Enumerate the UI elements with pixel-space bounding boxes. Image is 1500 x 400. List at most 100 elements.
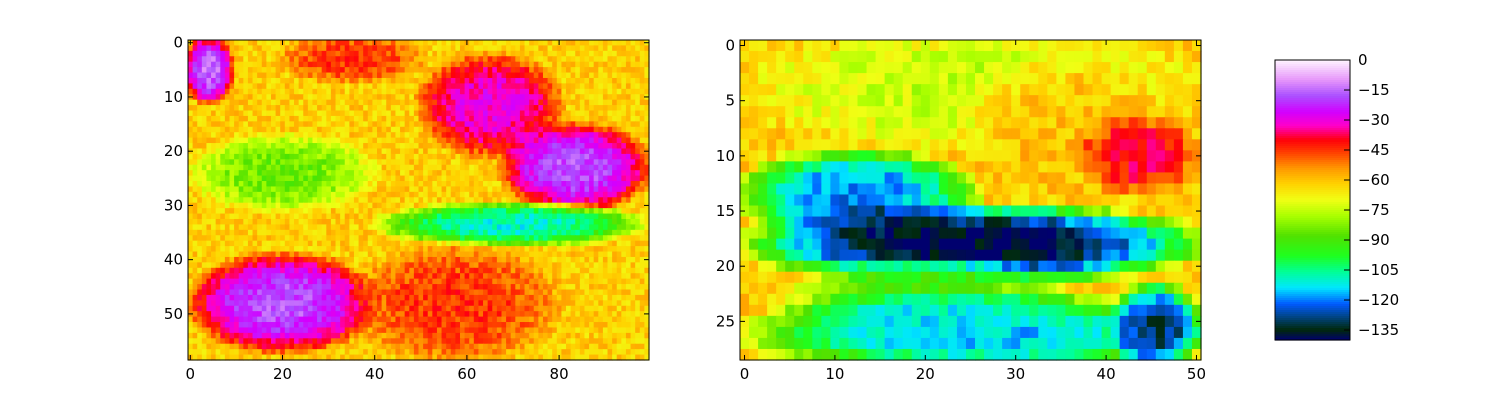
left-cell bbox=[459, 208, 466, 215]
left-cell bbox=[275, 115, 281, 122]
left-cell bbox=[372, 105, 378, 112]
left-cell bbox=[307, 170, 314, 177]
left-cell bbox=[418, 267, 424, 274]
left-cell bbox=[635, 40, 641, 47]
left-cell bbox=[621, 181, 627, 188]
left-cell bbox=[215, 88, 221, 95]
left-cell bbox=[220, 45, 226, 52]
left-cell bbox=[616, 61, 622, 68]
left-cell bbox=[556, 115, 563, 122]
left-cell bbox=[441, 40, 447, 47]
left-cell bbox=[270, 235, 277, 242]
left-cell bbox=[215, 213, 221, 220]
left-cell bbox=[344, 278, 350, 285]
left-cell bbox=[519, 246, 526, 253]
left-cell bbox=[349, 202, 355, 209]
left-cell bbox=[220, 164, 226, 171]
left-cell bbox=[261, 256, 267, 263]
left-cell bbox=[206, 191, 212, 198]
left-cell bbox=[616, 94, 622, 101]
left-cell bbox=[446, 229, 452, 236]
left-cell bbox=[455, 224, 461, 231]
left-cell bbox=[501, 218, 507, 225]
left-cell bbox=[602, 251, 609, 258]
left-cell bbox=[552, 246, 558, 253]
left-cell bbox=[483, 229, 489, 236]
left-cell bbox=[593, 186, 599, 193]
left-cell bbox=[284, 67, 291, 74]
left-cell bbox=[436, 235, 443, 242]
left-cell bbox=[630, 110, 636, 117]
left-cell bbox=[538, 186, 544, 193]
left-cell bbox=[492, 159, 498, 166]
left-cell bbox=[625, 88, 632, 95]
left-cell bbox=[584, 50, 590, 57]
left-cell bbox=[538, 153, 544, 160]
left-cell bbox=[593, 294, 599, 301]
left-cell bbox=[538, 246, 544, 253]
left-cell bbox=[602, 175, 609, 182]
left-cell bbox=[579, 213, 586, 220]
left-cell bbox=[317, 164, 323, 171]
left-cell bbox=[395, 67, 401, 74]
left-cell bbox=[326, 50, 332, 57]
left-cell bbox=[533, 83, 539, 90]
left-cell bbox=[386, 99, 392, 106]
left-cell bbox=[625, 240, 632, 247]
left-cell bbox=[409, 105, 415, 112]
left-cell bbox=[533, 267, 539, 274]
left-cell bbox=[206, 137, 212, 144]
left-cell bbox=[446, 294, 452, 301]
left-cell bbox=[496, 143, 503, 150]
left-cell bbox=[270, 240, 277, 247]
left-cell bbox=[441, 61, 447, 68]
left-cell bbox=[390, 121, 397, 128]
left-cell bbox=[501, 246, 507, 253]
left-cell bbox=[243, 229, 249, 236]
left-cell bbox=[275, 159, 281, 166]
left-cell bbox=[432, 300, 438, 307]
left-cell bbox=[243, 132, 249, 139]
left-cell bbox=[326, 197, 332, 204]
left-cell bbox=[270, 45, 277, 52]
left-cell bbox=[506, 110, 512, 117]
left-cell bbox=[473, 289, 480, 296]
left-cell bbox=[492, 267, 498, 274]
left-cell bbox=[381, 137, 387, 144]
left-cell bbox=[589, 278, 595, 285]
left-cell bbox=[487, 208, 493, 215]
left-cell bbox=[307, 115, 314, 122]
left-cell bbox=[390, 56, 397, 63]
left-cell bbox=[436, 175, 443, 182]
left-cell bbox=[510, 305, 516, 312]
left-cell bbox=[524, 202, 530, 209]
left-cell bbox=[386, 40, 392, 47]
left-cell bbox=[529, 181, 535, 188]
left-cell bbox=[400, 105, 406, 112]
left-cell bbox=[602, 83, 609, 90]
left-cell bbox=[395, 83, 401, 90]
left-cell bbox=[358, 137, 364, 144]
left-cell bbox=[238, 132, 244, 139]
left-cell bbox=[450, 300, 456, 307]
left-cell bbox=[330, 153, 337, 160]
left-cell bbox=[358, 83, 364, 90]
left-cell bbox=[358, 186, 364, 193]
left-cell bbox=[284, 224, 291, 231]
left-cell bbox=[275, 175, 281, 182]
left-cell bbox=[330, 99, 337, 106]
left-cell bbox=[538, 67, 544, 74]
left-cell bbox=[639, 88, 645, 95]
left-cell bbox=[459, 229, 466, 236]
left-cell bbox=[234, 164, 240, 171]
left-cell bbox=[386, 289, 392, 296]
left-cell bbox=[312, 159, 318, 166]
left-cell bbox=[625, 50, 632, 57]
left-cell bbox=[229, 240, 235, 247]
left-cell bbox=[584, 121, 590, 128]
left-cell bbox=[589, 208, 595, 215]
left-cell bbox=[395, 289, 401, 296]
left-cell bbox=[266, 235, 272, 242]
left-cell bbox=[206, 186, 212, 193]
left-cell bbox=[446, 40, 452, 47]
